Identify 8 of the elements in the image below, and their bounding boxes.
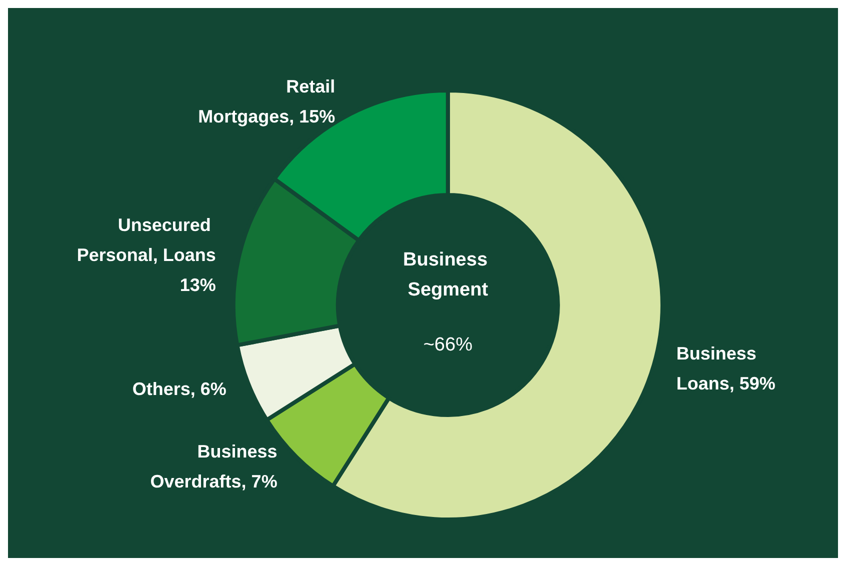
slice-label: Others, 6% — [132, 379, 226, 400]
text: Business Segment — [403, 250, 493, 300]
slice-label: Unsecured Personal, Loans — [76, 215, 216, 266]
slice-label: Business Loans, 59% — [676, 344, 776, 394]
slice-label: Retail Mortgages, 15% — [198, 76, 336, 126]
data-label: 13% — [180, 275, 216, 296]
text: ~66% — [423, 334, 473, 356]
slice-label: Business Overdrafts, 7% — [150, 442, 278, 492]
